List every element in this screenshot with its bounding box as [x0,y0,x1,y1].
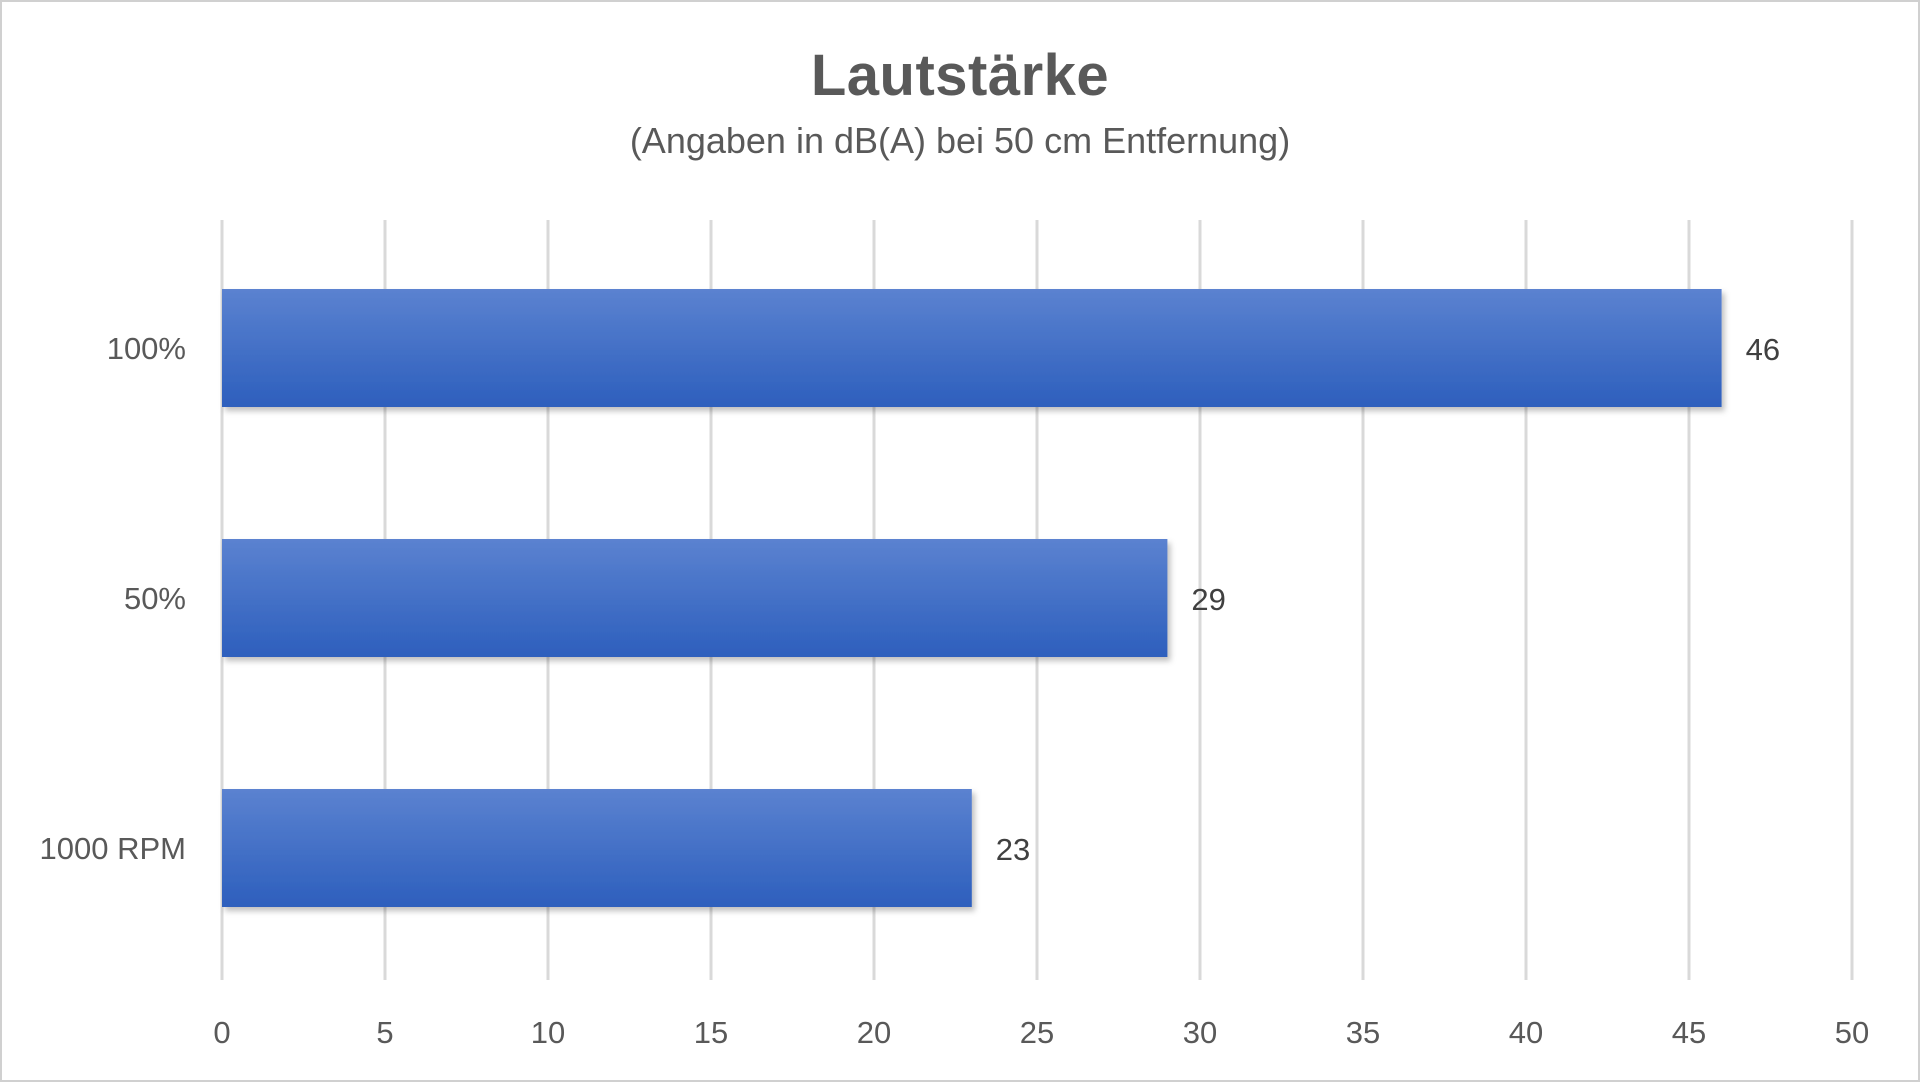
chart-title: Lautstärke [810,43,1110,108]
data-label: 29 [1191,582,1225,617]
bar [222,789,972,907]
data-label: 23 [996,832,1030,867]
x-tick-label: 10 [531,1015,565,1050]
category-label: 1000 RPM [40,831,186,866]
x-tick-label: 35 [1346,1015,1380,1050]
labels: 0 5 10 15 20 25 30 35 40 45 50 100% 46 50% 29 1000 RPM 2… [40,331,1870,1050]
bar [222,289,1722,407]
bar [222,539,1168,657]
bars [222,289,1722,907]
x-tick-label: 25 [1020,1015,1054,1050]
x-tick-label: 5 [376,1015,393,1050]
data-label: 46 [1746,332,1780,367]
chart-subtitle: (Angaben in dB(A) bei 50 cm Entfernung) [629,120,1291,161]
x-tick-label: 30 [1183,1015,1217,1050]
x-tick-label: 45 [1672,1015,1706,1050]
x-tick-label: 20 [857,1015,891,1050]
category-label: 100% [107,331,186,366]
x-tick-label: 15 [694,1015,728,1050]
x-tick-label: 50 [1835,1015,1869,1050]
x-tick-label: 0 [213,1015,230,1050]
x-tick-label: 40 [1509,1015,1543,1050]
category-label: 50% [124,581,186,616]
